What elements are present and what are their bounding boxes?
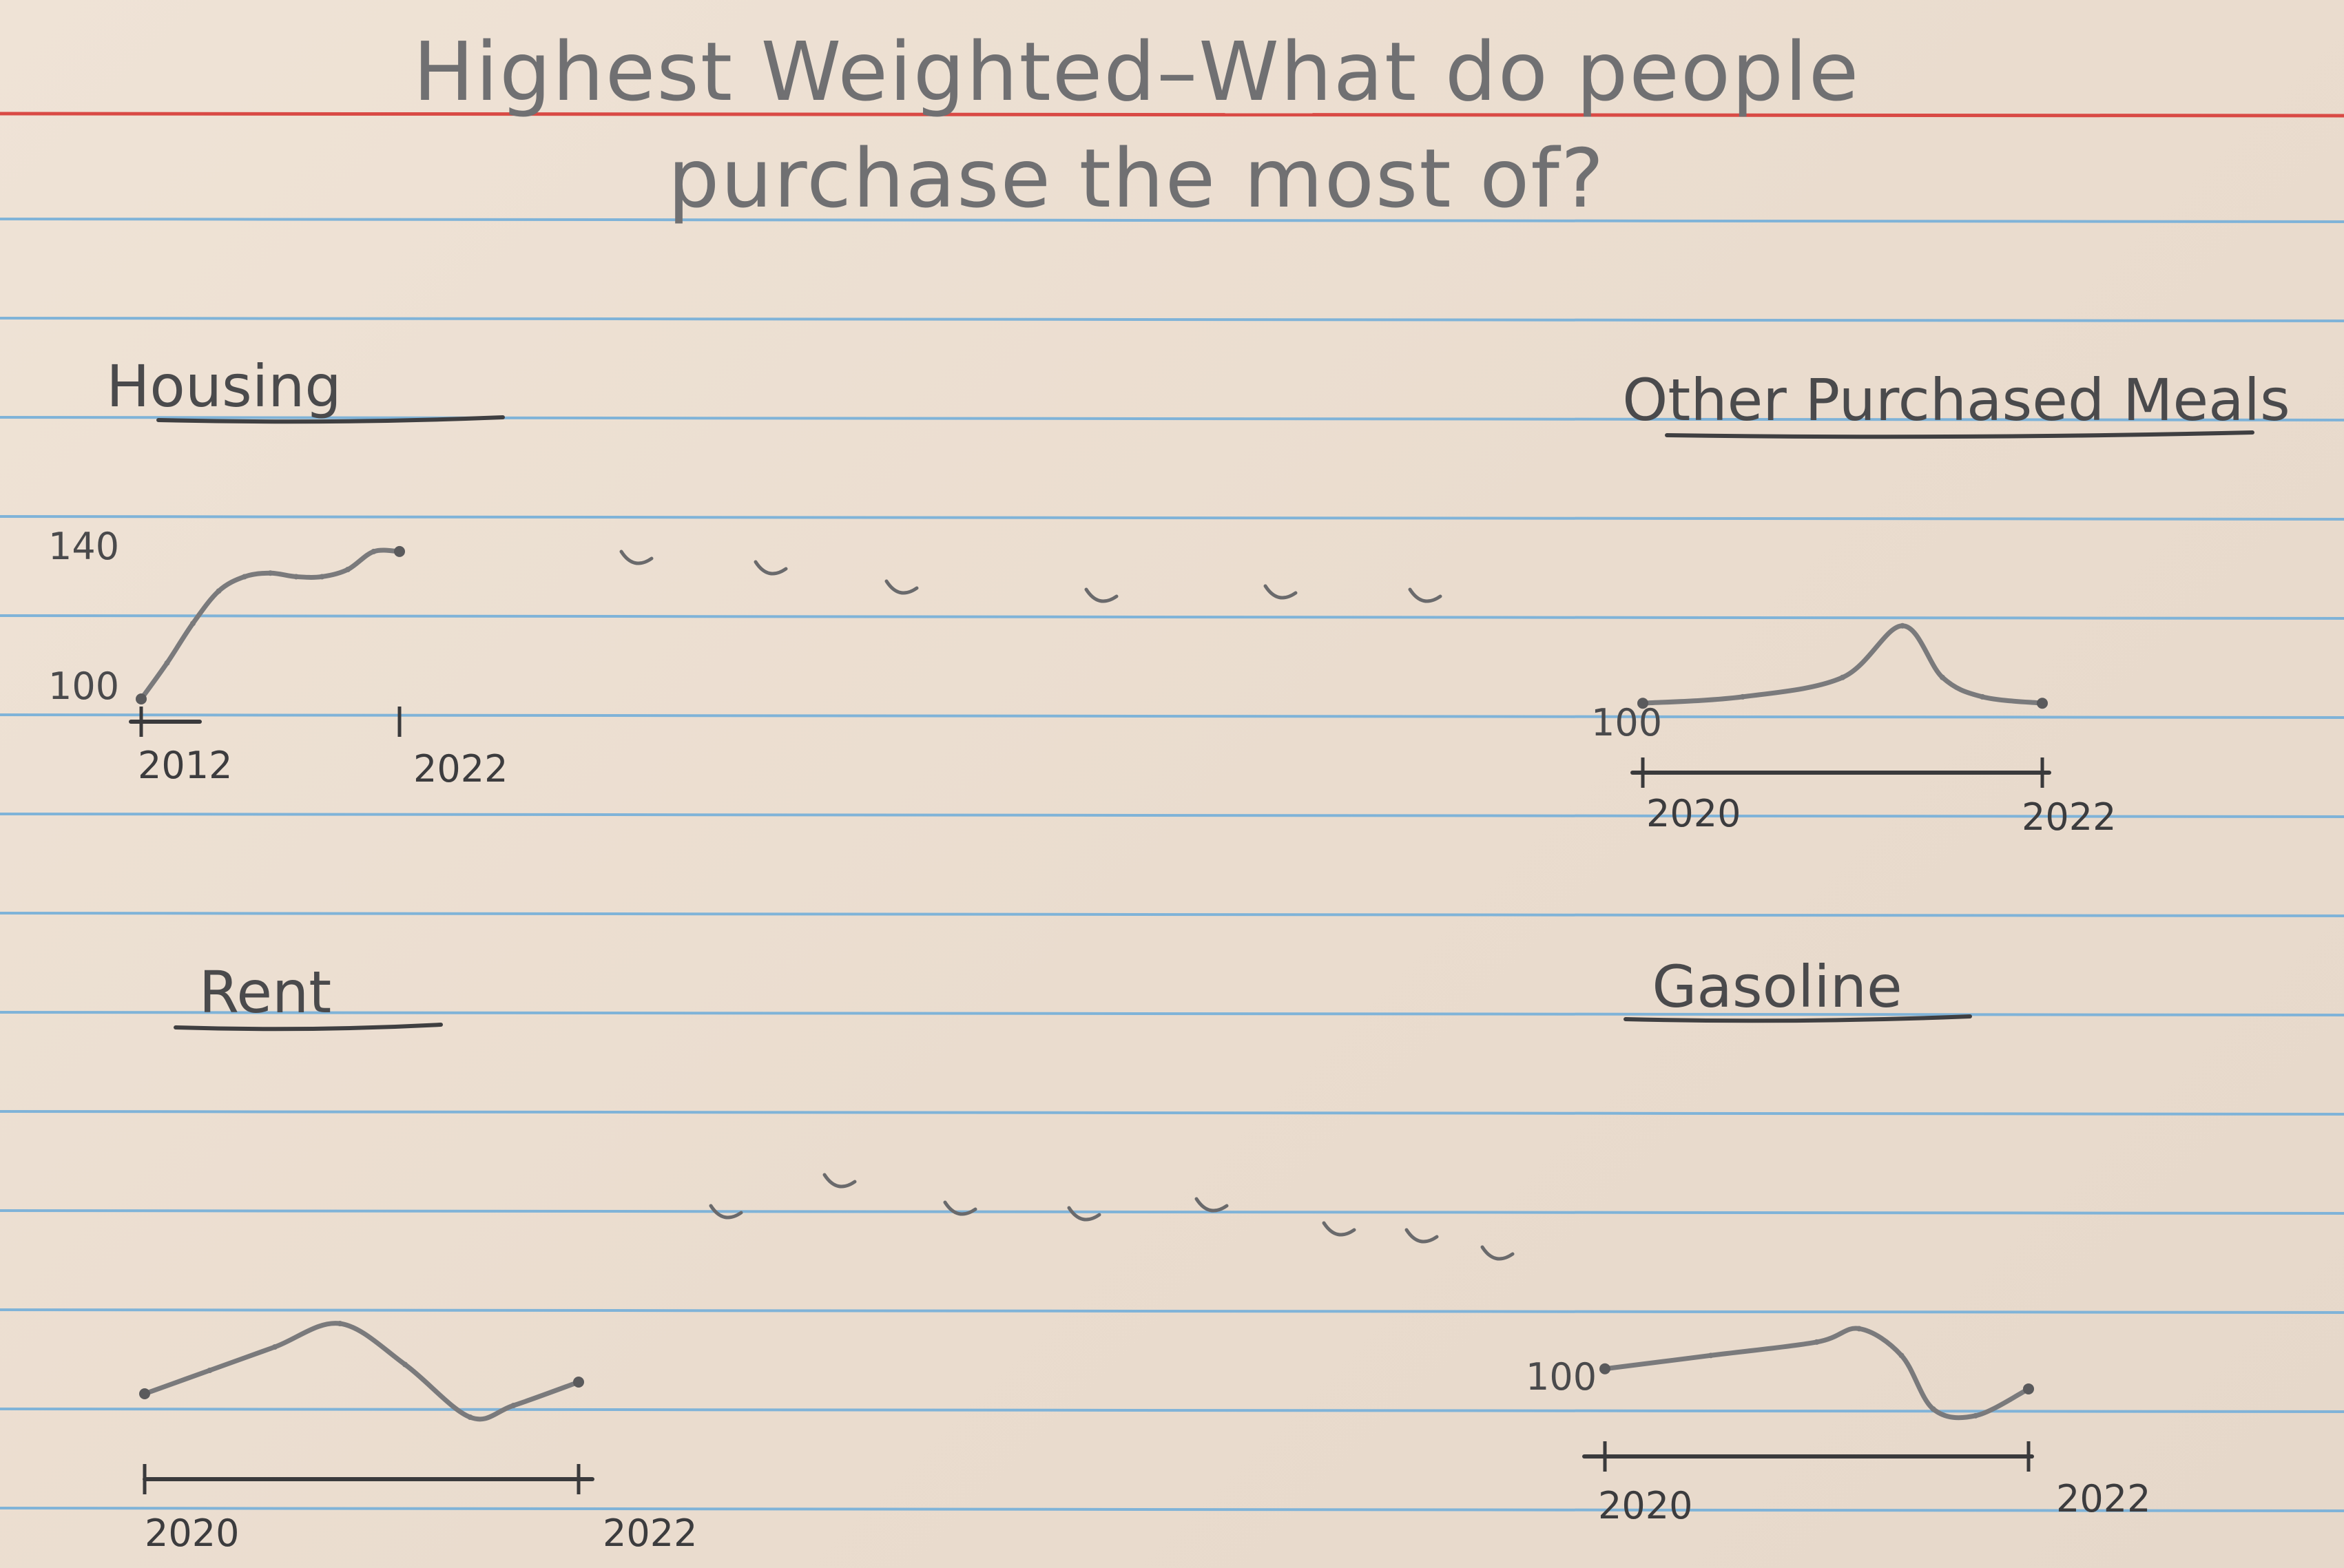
- y-tick-label: 100: [1526, 1355, 1597, 1399]
- data-point: [267, 570, 273, 576]
- data-point: [1900, 623, 1905, 629]
- rule-line-blue: [0, 1209, 2344, 1215]
- rule-line-blue: [0, 218, 2344, 223]
- doodle-tick: [884, 579, 919, 595]
- endpoint-marker: [139, 1388, 150, 1399]
- chart-title-underline: [156, 415, 505, 424]
- chart-3: Gasoline 2020 2022 100: [1526, 953, 2150, 1527]
- x-tick-label: 2020: [1598, 1484, 1692, 1527]
- rule-line-blue: [0, 416, 2344, 421]
- data-point: [207, 1368, 213, 1373]
- rule-line-blue: [0, 1408, 2344, 1413]
- doodle-tick: [1263, 584, 1298, 600]
- data-point: [1814, 1339, 1820, 1345]
- rule-line-blue: [0, 1308, 2344, 1314]
- chart-title: Rent: [199, 959, 331, 1026]
- page-title-line-1: Highest Weighted–What do people: [413, 24, 1860, 119]
- endpoint-marker: [1599, 1363, 1610, 1374]
- data-point: [216, 588, 222, 594]
- series-line: [142, 1321, 581, 1422]
- rule-line-blue: [0, 912, 2344, 917]
- rule-line-blue: [0, 317, 2344, 322]
- data-point: [510, 1403, 517, 1408]
- rule-line-blue: [0, 1011, 2344, 1016]
- doodle-tick: [1408, 587, 1442, 603]
- x-tick-label: 2012: [138, 744, 232, 787]
- chart-title-underline: [1665, 430, 2254, 439]
- data-point: [371, 548, 377, 554]
- doodle-tick: [1067, 1206, 1101, 1222]
- endpoint-marker: [2037, 698, 2048, 709]
- chart-1: Other Purchased Meals 2020 2022 100: [1591, 366, 2290, 839]
- doodle-tick: [709, 1204, 743, 1220]
- data-point: [242, 574, 247, 580]
- data-point: [293, 574, 299, 580]
- doodle-tick: [1194, 1197, 1229, 1213]
- x-tick-label: 2022: [2022, 795, 2116, 839]
- data-point: [272, 1344, 278, 1350]
- doodle-tick: [1404, 1228, 1439, 1244]
- endpoint-marker: [1637, 698, 1648, 709]
- data-point: [1708, 1352, 1714, 1359]
- y-tick-label: 100: [48, 665, 119, 708]
- x-tick-label: 2020: [1646, 792, 1741, 835]
- doodle-tick: [1480, 1245, 1515, 1261]
- x-tick-label: 2022: [603, 1512, 697, 1555]
- endpoint-marker: [136, 693, 147, 704]
- doodle-tick: [822, 1173, 857, 1189]
- chart-0: Housing 2012 2022 100 140: [48, 353, 508, 791]
- margin-rule-red: [0, 112, 2344, 118]
- chart-group: Housing 2012 2022 100 140 Other Purchased Mea…: [48, 353, 2290, 1555]
- data-point: [1980, 693, 1985, 700]
- doodle-tick: [619, 550, 654, 565]
- data-point: [402, 1361, 408, 1368]
- data-point: [1840, 674, 1845, 680]
- endpoint-marker: [394, 545, 405, 557]
- chart-title: Gasoline: [1652, 953, 1902, 1021]
- page-title-line-2: purchase the most of?: [667, 131, 1605, 226]
- rule-line-blue: [0, 614, 2344, 620]
- chart-title: Other Purchased Meals: [1622, 366, 2290, 434]
- data-point: [1930, 1406, 1936, 1412]
- chart-title-underline: [1624, 1014, 1972, 1023]
- rule-line-blue: [0, 813, 2344, 818]
- pencil-doodles: [619, 550, 1515, 1261]
- doodle-tick: [943, 1200, 977, 1216]
- data-point: [319, 574, 325, 580]
- y-tick-label: 100: [1591, 701, 1662, 744]
- endpoint-marker: [573, 1377, 584, 1388]
- data-point: [1973, 1412, 1979, 1419]
- chart-2: Rent 2020 2022: [139, 959, 697, 1555]
- y-tick-label: 140: [48, 525, 119, 568]
- data-point: [345, 567, 351, 572]
- data-point: [467, 1414, 473, 1420]
- doodle-tick: [754, 560, 788, 576]
- x-tick-label: 2022: [413, 747, 508, 791]
- data-point: [164, 660, 170, 666]
- chart-title-underline: [174, 1023, 443, 1032]
- chart-title: Housing: [106, 353, 341, 420]
- doodle-tick: [1322, 1221, 1356, 1237]
- rule-line-blue: [0, 515, 2344, 521]
- data-point: [190, 620, 196, 627]
- data-point: [337, 1321, 343, 1326]
- data-point: [1898, 1352, 1905, 1359]
- doodle-tick: [1084, 587, 1119, 603]
- rule-line-blue: [0, 713, 2344, 719]
- series-line: [1640, 623, 2045, 706]
- data-point: [1856, 1326, 1862, 1332]
- data-point: [1740, 693, 1745, 700]
- x-tick-label: 2020: [145, 1512, 239, 1555]
- x-tick-label: 2022: [2056, 1477, 2150, 1520]
- rule-line-blue: [0, 1110, 2344, 1116]
- data-point: [1940, 674, 1945, 680]
- ruled-lines: [0, 112, 2344, 1512]
- rule-line-blue: [0, 1507, 2344, 1512]
- endpoint-marker: [2023, 1383, 2034, 1394]
